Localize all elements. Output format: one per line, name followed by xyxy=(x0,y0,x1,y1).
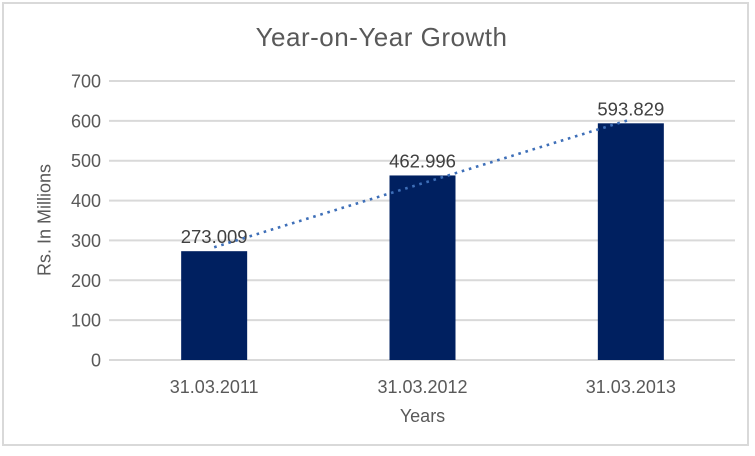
x-category-label: 31.03.2012 xyxy=(377,377,467,397)
trendline xyxy=(213,118,632,249)
bar xyxy=(181,251,248,360)
y-tick-label: 300 xyxy=(71,231,101,251)
plot-area: 0 100 200 300 400 500 600 700 273.009 31.03.2011 4… xyxy=(71,72,735,397)
bar-data-label: 593.829 xyxy=(597,98,664,119)
y-tick-label: 400 xyxy=(71,191,101,211)
chart-title: Year-on-Year Growth xyxy=(255,22,508,52)
y-tick-label: 200 xyxy=(71,271,101,291)
y-axis-title: Rs. In Millions xyxy=(34,163,55,277)
bar-data-label: 273.009 xyxy=(181,226,248,247)
y-tick-label: 100 xyxy=(71,311,101,331)
bar xyxy=(597,123,664,360)
chart-frame: 0 100 200 300 400 500 600 700 273.009 31.03.2011 4… xyxy=(2,2,749,446)
y-tick-label: 600 xyxy=(71,111,101,131)
y-tick-label: 500 xyxy=(71,151,101,171)
x-category-label: 31.03.2011 xyxy=(170,377,259,397)
y-tick-label: 0 xyxy=(91,351,101,371)
bar-data-label: 462.996 xyxy=(389,150,456,171)
x-axis-title: Years xyxy=(399,406,446,426)
x-category-label: 31.03.2013 xyxy=(586,377,676,397)
y-tick-label: 700 xyxy=(71,72,101,92)
bar xyxy=(389,175,456,360)
